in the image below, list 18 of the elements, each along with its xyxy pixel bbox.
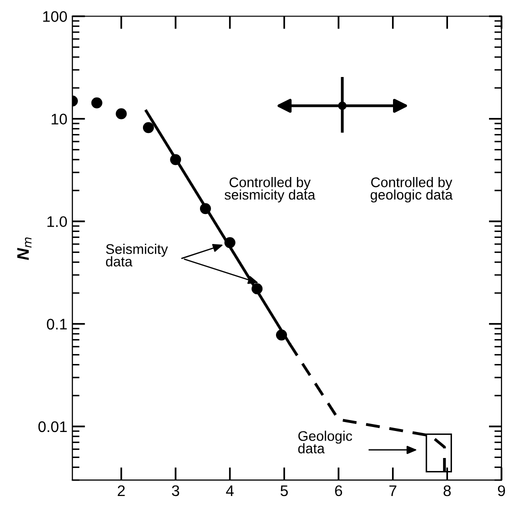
x-tick-label: 9	[498, 485, 506, 496]
y-tick-label: 1.0	[47, 216, 67, 228]
y-tick-label: 10	[52, 114, 67, 124]
x-tick-label: 6	[335, 485, 342, 496]
annotation: Controlled by geologic data	[370, 177, 453, 202]
annotation: Geologic data	[298, 430, 352, 454]
y-tick-label: 100	[43, 11, 67, 22]
y-tick-label: 0.01	[38, 421, 67, 432]
x-tick-label: 2	[118, 485, 125, 496]
x-tick-label: 5	[280, 485, 288, 496]
y-tick-label: 0.1	[46, 318, 67, 330]
x-tick-label: 7	[389, 485, 396, 496]
x-tick-label: 4	[226, 485, 234, 496]
annotation: Seismicity data	[106, 244, 168, 266]
x-tick-label: 3	[172, 485, 180, 496]
x-tick-label: 8	[444, 485, 451, 496]
annotation: Controlled by seismicity data	[224, 177, 316, 202]
y-axis-title: N$_{m}$	[17, 237, 32, 260]
